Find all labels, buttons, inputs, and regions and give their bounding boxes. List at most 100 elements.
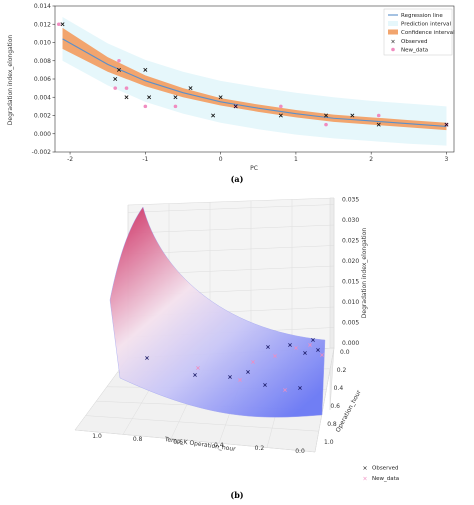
observed-point bbox=[350, 113, 355, 118]
y-axis-label-b: Operation_hour bbox=[335, 389, 363, 434]
observed-marker-3d bbox=[145, 356, 149, 360]
panel-caption-a: (a) bbox=[231, 174, 244, 184]
y-tick-label-b: 0.8 bbox=[327, 421, 337, 428]
new-data-point bbox=[117, 58, 121, 63]
y-tick-label-a: -0.002 bbox=[32, 149, 52, 156]
x-tick-label-a: 2 bbox=[369, 156, 373, 163]
observed-marker-3d bbox=[266, 345, 270, 349]
x-tick-label-b: 0.8 bbox=[133, 436, 143, 443]
y-tick-label-b: 0.4 bbox=[334, 385, 344, 392]
y-tick-label-a: 0.000 bbox=[34, 131, 51, 138]
regression-line bbox=[62, 38, 447, 127]
x-tick-label-b: 1.0 bbox=[92, 433, 102, 440]
new-data-marker-3d bbox=[238, 378, 242, 382]
z-tick-label-b: 0.020 bbox=[342, 258, 359, 265]
grid-line bbox=[314, 347, 335, 453]
panel-b-3d-surface-chart: 1.0 0.8 0.6 0.4 0.2 0.0 0.0 0.2 0.4 0.6 0.8 1.0 0.… bbox=[74, 197, 399, 500]
new-data-marker-3d bbox=[294, 346, 298, 350]
x-tick-label-b: 0.2 bbox=[255, 445, 265, 452]
grid-line bbox=[85, 415, 319, 432]
axis-ticks-a: -2 -1 0 1 2 3 -0.002 0.000 0.002 0.004 0.006 0.008 0… bbox=[32, 3, 449, 163]
legend-swatch-observed: × bbox=[390, 39, 395, 46]
z-tick-label-b: 0.030 bbox=[342, 217, 359, 224]
prediction-interval-band bbox=[62, 16, 447, 146]
surface-data-points bbox=[145, 338, 324, 392]
z-tick-label-b: 0.015 bbox=[342, 279, 359, 286]
observed-point bbox=[147, 95, 152, 100]
observed-marker-3d bbox=[298, 386, 302, 390]
legend-label-observed: Observed bbox=[401, 39, 427, 45]
observed-marker-3d bbox=[228, 375, 232, 379]
grid-line bbox=[127, 204, 335, 213]
observed-marker-3d bbox=[263, 383, 267, 387]
z-tick-label-b: 0.010 bbox=[342, 299, 359, 306]
observed-point bbox=[233, 104, 238, 109]
legend-swatch-confidence bbox=[388, 29, 398, 35]
observed-point bbox=[117, 67, 121, 72]
y-tick-label-a: 0.006 bbox=[34, 76, 51, 83]
observed-marker-3d bbox=[303, 351, 307, 355]
new-data-point bbox=[143, 104, 148, 109]
observed-point bbox=[143, 67, 148, 72]
x-tick-label-a: 1 bbox=[294, 156, 298, 163]
y-tick-label-a: 0.012 bbox=[34, 21, 51, 28]
y-tick-label-b: 1.0 bbox=[324, 439, 334, 446]
observed-point bbox=[124, 95, 129, 100]
z-tick-label-b: 0.025 bbox=[342, 238, 359, 245]
legend-b-label-new-data: New_data bbox=[372, 476, 399, 482]
new-data-point bbox=[124, 86, 129, 90]
z-tick-label-b: 0.035 bbox=[342, 197, 359, 204]
x-tick-label-b: 0.6 bbox=[173, 439, 183, 446]
y-tick-label-a: 0.008 bbox=[34, 58, 51, 65]
legend-b-swatch-observed: × bbox=[362, 465, 367, 472]
side-wall-pane bbox=[329, 197, 335, 411]
z-tick-label-b: 0.000 bbox=[342, 340, 359, 347]
regression-surface bbox=[109, 206, 326, 418]
x-tick-label-b: 0.0 bbox=[295, 448, 305, 455]
x-tick-label-a: -2 bbox=[67, 156, 73, 163]
z-tick-label-b: 0.005 bbox=[342, 320, 359, 327]
legend-b-label-observed: Observed bbox=[372, 466, 398, 472]
observed-point bbox=[188, 86, 193, 91]
observed-point bbox=[113, 77, 118, 81]
legend-label-prediction: Prediction interval bbox=[401, 22, 452, 28]
z-ticks-b: 0.000 0.005 0.010 0.015 0.020 0.025 0.030 0.035 bbox=[342, 197, 359, 348]
legend-label-confidence: Confidence interval bbox=[401, 30, 455, 36]
observed-point bbox=[324, 113, 329, 118]
x-tick-label-a: 0 bbox=[219, 156, 223, 163]
observed-marker-3d bbox=[193, 373, 197, 377]
confidence-interval-band bbox=[62, 27, 447, 131]
x-tick-label-a: 3 bbox=[445, 156, 449, 163]
new-data-point bbox=[56, 22, 61, 27]
observed-marker-3d bbox=[316, 348, 320, 352]
new-data-point bbox=[173, 104, 178, 109]
observed-point bbox=[444, 122, 449, 127]
grid-line bbox=[74, 429, 316, 453]
panel-a-regression-chart: -2 -1 0 1 2 3 -0.002 0.000 0.002 0.004 0.006 0.008 0… bbox=[7, 3, 455, 184]
new-data-marker-3d bbox=[308, 343, 312, 347]
y-tick-label-a: 0.004 bbox=[34, 94, 51, 101]
observed-marker-3d bbox=[288, 343, 292, 347]
new-data-marker-3d bbox=[251, 360, 255, 364]
new-data-marker-3d bbox=[283, 388, 287, 392]
grid-line bbox=[127, 224, 335, 234]
observed-point bbox=[218, 95, 223, 100]
observed-point bbox=[173, 95, 178, 100]
legend-a: Regression line Prediction interval Conf… bbox=[383, 8, 455, 56]
observed-marker-3d bbox=[246, 370, 250, 374]
new-data-marker-3d bbox=[196, 366, 200, 370]
x-ticks-b: 1.0 0.8 0.6 0.4 0.2 0.0 bbox=[92, 433, 305, 455]
x-axis-label-a: PC bbox=[250, 165, 258, 172]
new-data-point bbox=[113, 86, 118, 90]
legend-b: × Observed × New_data bbox=[362, 465, 399, 483]
panel-caption-b: (b) bbox=[230, 490, 243, 500]
x-tick-label-b: 0.4 bbox=[214, 442, 224, 449]
legend-swatch-new-data bbox=[391, 47, 395, 52]
y-tick-label-a: 0.002 bbox=[34, 113, 51, 120]
new-data-marker-3d bbox=[320, 353, 324, 357]
y-tick-label-b: 0.0 bbox=[340, 349, 350, 356]
y-tick-label-a: 0.010 bbox=[34, 40, 51, 47]
y-axis-label-a: Degradation index_elongation bbox=[7, 35, 14, 126]
observed-points bbox=[60, 22, 449, 127]
